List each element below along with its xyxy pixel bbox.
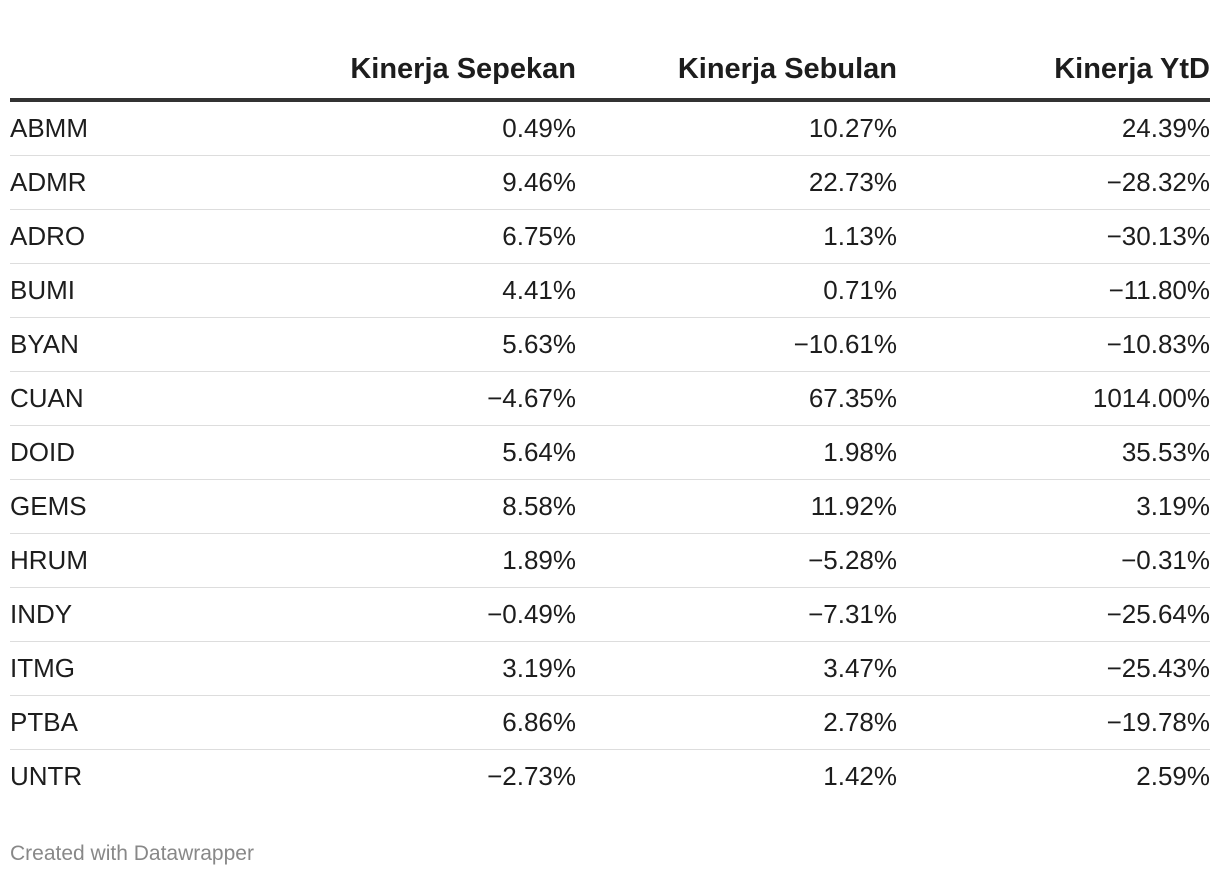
cell-ticker: BUMI xyxy=(10,263,265,318)
header-kinerja-sepekan: Kinerja Sepekan xyxy=(265,40,576,102)
cell-kinerja-sepekan: 6.86% xyxy=(265,695,576,750)
header-kinerja-sebulan: Kinerja Sebulan xyxy=(576,40,897,102)
cell-kinerja-ytd: −19.78% xyxy=(897,695,1210,750)
cell-kinerja-ytd: −25.43% xyxy=(897,641,1210,696)
cell-kinerja-ytd: 35.53% xyxy=(897,425,1210,480)
cell-ticker: ABMM xyxy=(10,100,265,156)
table-row: DOID 5.64% 1.98% 35.53% xyxy=(10,425,1210,480)
cell-ticker: GEMS xyxy=(10,479,265,534)
table-row: ADMR 9.46% 22.73% −28.32% xyxy=(10,155,1210,210)
cell-kinerja-sebulan: −7.31% xyxy=(576,587,897,642)
cell-kinerja-sebulan: 1.13% xyxy=(576,209,897,264)
cell-kinerja-sepekan: 1.89% xyxy=(265,533,576,588)
cell-kinerja-sebulan: −10.61% xyxy=(576,317,897,372)
cell-ticker: BYAN xyxy=(10,317,265,372)
header-row: Kinerja Sepekan Kinerja Sebulan Kinerja … xyxy=(10,40,1210,102)
table-header: Kinerja Sepekan Kinerja Sebulan Kinerja … xyxy=(10,40,1210,102)
table-row: BYAN 5.63% −10.61% −10.83% xyxy=(10,317,1210,372)
table-body: ABMM 0.49% 10.27% 24.39% ADMR 9.46% 22.73% −28.… xyxy=(10,100,1210,803)
cell-kinerja-ytd: 2.59% xyxy=(1136,761,1210,791)
table-row: ADRO 6.75% 1.13% −30.13% xyxy=(10,209,1210,264)
cell-kinerja-sebulan: 2.78% xyxy=(576,695,897,750)
cell-kinerja-ytd: −28.32% xyxy=(897,155,1210,210)
cell-kinerja-sebulan: 10.27% xyxy=(576,100,897,156)
table-row: PTBA 6.86% 2.78% −19.78% xyxy=(10,695,1210,750)
cell-kinerja-sepekan: 4.41% xyxy=(265,263,576,318)
cell-ticker: DOID xyxy=(10,425,265,480)
cell-ticker: INDY xyxy=(10,587,265,642)
cell-ticker: UNTR xyxy=(10,761,83,791)
table-row: ITMG 3.19% 3.47% −25.43% xyxy=(10,641,1210,696)
cell-kinerja-sepekan: 0.49% xyxy=(265,100,576,156)
footer-credit: Created with Datawrapper xyxy=(10,842,254,865)
cell-kinerja-sepekan: −4.67% xyxy=(265,371,576,426)
cell-kinerja-sepekan: 3.19% xyxy=(265,641,576,696)
cell-kinerja-sepekan: 5.63% xyxy=(265,317,576,372)
cell-kinerja-sebulan: 1.42% xyxy=(823,761,897,791)
cell-kinerja-sepekan: 6.75% xyxy=(265,209,576,264)
cell-kinerja-sepekan: −2.73% xyxy=(487,761,576,791)
cell-kinerja-sebulan: 11.92% xyxy=(576,479,897,534)
cell-ticker: CUAN xyxy=(10,371,265,426)
cell-ticker: ADMR xyxy=(10,155,265,210)
cell-kinerja-sebulan: 22.73% xyxy=(576,155,897,210)
cell-kinerja-sebulan: −5.28% xyxy=(576,533,897,588)
header-kinerja-ytd: Kinerja YtD xyxy=(897,40,1210,102)
header-ticker xyxy=(10,40,265,102)
cell-kinerja-sepekan: 5.64% xyxy=(265,425,576,480)
cell-ticker: ADRO xyxy=(10,209,265,264)
cell-kinerja-sebulan: 0.71% xyxy=(576,263,897,318)
table-row: CUAN −4.67% 67.35% 1014.00% xyxy=(10,371,1210,426)
table-row: BUMI 4.41% 0.71% −11.80% xyxy=(10,263,1210,318)
table-row: HRUM 1.89% −5.28% −0.31% xyxy=(10,533,1210,588)
cell-kinerja-sebulan: 1.98% xyxy=(576,425,897,480)
performance-table: Kinerja Sepekan Kinerja Sebulan Kinerja … xyxy=(10,40,1210,803)
cell-kinerja-sebulan: 67.35% xyxy=(576,371,897,426)
performance-table-container: Kinerja Sepekan Kinerja Sebulan Kinerja … xyxy=(10,40,1210,803)
cell-ticker: HRUM xyxy=(10,533,265,588)
cell-kinerja-ytd: 3.19% xyxy=(897,479,1210,534)
table-row: GEMS 8.58% 11.92% 3.19% xyxy=(10,479,1210,534)
cell-kinerja-ytd: 1014.00% xyxy=(897,371,1210,426)
table-row: UNTR −2.73% 1.42% 2.59% xyxy=(10,750,1210,804)
table-row: INDY −0.49% −7.31% −25.64% xyxy=(10,587,1210,642)
cell-kinerja-sepekan: 9.46% xyxy=(265,155,576,210)
cell-kinerja-ytd: −0.31% xyxy=(897,533,1210,588)
cell-ticker: PTBA xyxy=(10,695,265,750)
cell-kinerja-ytd: −10.83% xyxy=(897,317,1210,372)
cell-kinerja-ytd: −30.13% xyxy=(897,209,1210,264)
table-row: ABMM 0.49% 10.27% 24.39% xyxy=(10,100,1210,156)
cell-kinerja-sepekan: 8.58% xyxy=(265,479,576,534)
cell-kinerja-sepekan: −0.49% xyxy=(265,587,576,642)
cell-ticker: ITMG xyxy=(10,641,265,696)
cell-kinerja-ytd: −25.64% xyxy=(897,587,1210,642)
cell-kinerja-ytd: 24.39% xyxy=(897,100,1210,156)
cell-kinerja-ytd: −11.80% xyxy=(897,263,1210,318)
cell-kinerja-sebulan: 3.47% xyxy=(576,641,897,696)
